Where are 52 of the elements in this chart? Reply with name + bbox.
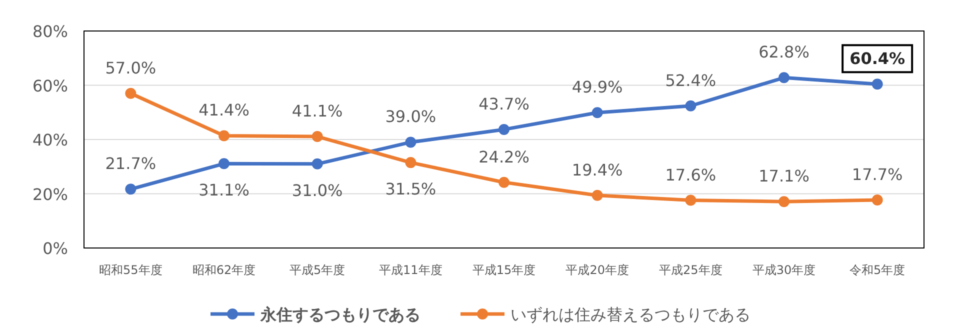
point <box>218 158 230 170</box>
data-label: 52.4% <box>665 70 716 90</box>
point <box>498 124 510 135</box>
data-label: 17.7% <box>852 164 903 184</box>
x-tick-label: 平成15年度 <box>472 263 536 277</box>
data-label: 31.1% <box>198 180 250 200</box>
data-label: 31.0% <box>292 180 343 200</box>
x-tick-label: 令和5年度 <box>850 263 906 277</box>
data-label: 24.2% <box>478 147 530 166</box>
x-tick-label: 平成20年度 <box>566 263 629 277</box>
y-tick-label: 40% <box>32 130 68 150</box>
point <box>125 184 136 195</box>
data-label: 17.1% <box>758 166 810 186</box>
x-tick-label: 平成11年度 <box>379 263 442 277</box>
legend-label: いずれは住み替えるつもりである <box>510 305 750 324</box>
data-label: 49.9% <box>572 78 623 97</box>
x-tick-label: 平成25年度 <box>659 263 722 277</box>
x-tick-label: 昭和62年度 <box>192 263 256 277</box>
point <box>312 158 323 170</box>
data-label: 57.0% <box>105 58 156 78</box>
data-label: 21.7% <box>105 154 156 174</box>
point <box>405 136 416 148</box>
point <box>125 88 136 99</box>
y-tick-label: 20% <box>32 184 68 204</box>
data-label: 41.1% <box>292 102 343 121</box>
y-tick-label: 0% <box>42 239 68 258</box>
point <box>592 107 603 118</box>
legend-label: 永住するつもりである <box>260 305 420 324</box>
y-tick-label: 80% <box>32 22 68 41</box>
data-label: 31.5% <box>385 180 436 199</box>
data-label: 19.4% <box>572 160 623 180</box>
point <box>872 78 883 90</box>
point <box>872 194 883 206</box>
x-tick-label: 平成30年度 <box>752 263 816 277</box>
point <box>778 196 790 208</box>
y-tick-label: 60% <box>32 76 68 96</box>
point <box>592 190 603 201</box>
point <box>405 157 416 168</box>
x-tick-label: 平成5年度 <box>290 263 346 277</box>
point <box>312 131 323 142</box>
point <box>498 176 510 188</box>
data-label: 62.8% <box>758 42 810 62</box>
x-tick-label: 昭和55年度 <box>99 263 162 277</box>
data-label: 43.7% <box>478 94 530 114</box>
point <box>685 194 696 206</box>
data-label: 41.4% <box>198 100 250 120</box>
point <box>685 100 696 112</box>
point <box>218 130 230 142</box>
data-label: 60.4% <box>850 49 906 68</box>
data-label: 17.6% <box>665 165 716 184</box>
point <box>778 72 790 84</box>
data-label: 39.0% <box>385 107 436 126</box>
